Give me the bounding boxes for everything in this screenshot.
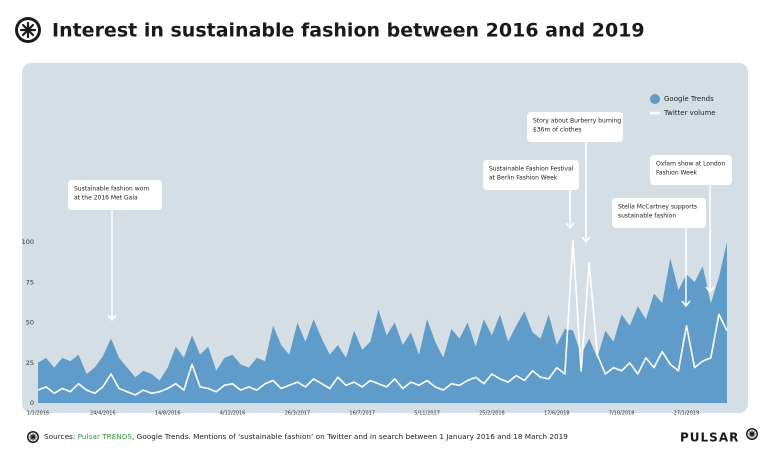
footer: Sources: Pulsar TRENDS, Google Trends. M… (27, 428, 758, 445)
chart-title: Interest in sustainable fashion between … (52, 20, 645, 42)
annotation-box (650, 155, 732, 185)
annotation-arrowhead (107, 314, 117, 322)
legend: Google Trends Twitter volume (650, 94, 716, 117)
annotation-box (483, 160, 579, 190)
annotation-box (612, 198, 706, 228)
annotation-arrowhead (705, 286, 715, 294)
footer-prefix: Sources: (44, 432, 78, 441)
x-tick-label: 25/2/2018 (479, 411, 505, 417)
annotation-text: Sustainable Fashion Festival (489, 166, 574, 173)
y-tick-label: 0 (30, 399, 34, 407)
legend-label: Google Trends (664, 95, 714, 103)
y-tick-label: 25 (26, 359, 34, 367)
x-tick-label: 4/12/2016 (220, 411, 246, 417)
legend-label: Twitter volume (663, 109, 716, 117)
x-tick-label: 14/8/2016 (155, 411, 181, 417)
footer-note: , Google Trends. Mentions of ‘sustainabl… (132, 432, 568, 441)
annotation-text: sustainable fashion (618, 213, 676, 220)
annotation-text: Fashion Week (656, 170, 698, 177)
plot-panel (22, 63, 748, 413)
annotation-text: Story about Burberry burning (533, 118, 621, 125)
legend-swatch (650, 94, 660, 104)
x-tick-label: 1/1/2016 (27, 411, 49, 417)
x-tick-label: 27/1/2019 (674, 411, 700, 417)
annotation-arrowhead (565, 222, 575, 230)
line (37, 239, 728, 396)
y-tick-label: 50 (26, 319, 34, 327)
y-tick-label: 100 (22, 238, 34, 246)
annotation-arrowhead (681, 300, 691, 308)
x-tick-label: 16/7/2017 (349, 411, 375, 417)
annotation-arrowhead (581, 236, 591, 244)
brand: PULSAR (680, 431, 739, 445)
footer-text: Sources: Pulsar TRENDS, Google Trends. M… (44, 432, 568, 441)
x-tick-label: 26/3/2017 (285, 411, 311, 417)
area (38, 242, 727, 403)
annotation-box (68, 180, 162, 210)
annotation-text: Oxfam show at London (656, 161, 725, 168)
annotation-text: Sustainable fashion worn (74, 186, 150, 193)
footer-link[interactable]: Pulsar TRENDS (78, 432, 133, 441)
annotation-text: $36m of clothes (533, 127, 582, 134)
x-tick-label: 7/10/2018 (609, 411, 635, 417)
annotation-box (527, 112, 623, 142)
annotation-text: at the 2016 Met Gala (74, 195, 138, 202)
annotation-text: at Berlin Fashion Week (489, 175, 558, 182)
annotation-text: Stella McCartney supports (618, 204, 697, 211)
logo (15, 17, 41, 43)
x-tick-label: 24/4/2016 (90, 411, 116, 417)
x-tick-label: 5/11/2017 (414, 411, 440, 417)
x-tick-label: 17/6/2018 (544, 411, 570, 417)
y-tick-label: 75 (26, 278, 34, 286)
